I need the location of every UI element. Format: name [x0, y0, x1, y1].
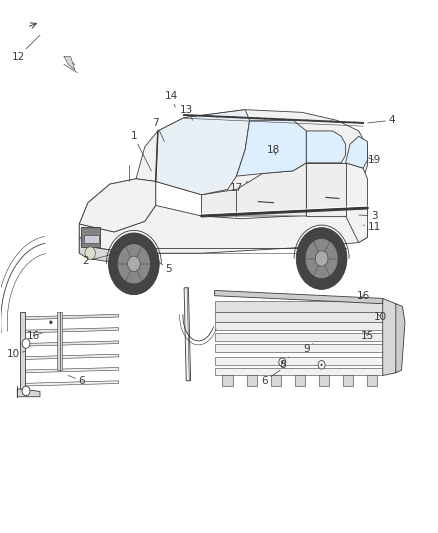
Polygon shape	[20, 341, 119, 346]
Text: 16: 16	[357, 290, 370, 301]
Circle shape	[22, 339, 30, 349]
Polygon shape	[306, 131, 346, 163]
Polygon shape	[184, 288, 191, 381]
Polygon shape	[20, 312, 25, 389]
Circle shape	[117, 244, 150, 284]
Text: 14: 14	[164, 91, 177, 107]
Circle shape	[109, 233, 159, 295]
Polygon shape	[383, 298, 399, 375]
Polygon shape	[79, 179, 155, 232]
Text: 11: 11	[363, 222, 381, 232]
Circle shape	[305, 238, 338, 279]
Text: 13: 13	[180, 104, 193, 120]
Polygon shape	[215, 344, 383, 352]
Polygon shape	[346, 163, 367, 243]
Polygon shape	[60, 312, 62, 370]
Polygon shape	[79, 179, 155, 253]
Circle shape	[127, 256, 140, 271]
Polygon shape	[20, 354, 119, 360]
Polygon shape	[136, 110, 367, 195]
Text: 2: 2	[82, 253, 117, 266]
Text: 9: 9	[303, 344, 313, 354]
Polygon shape	[318, 375, 329, 386]
Polygon shape	[223, 375, 233, 386]
Text: 18: 18	[267, 144, 280, 155]
Text: 3: 3	[359, 211, 377, 221]
Polygon shape	[79, 205, 367, 253]
Polygon shape	[57, 312, 60, 370]
Text: 1: 1	[131, 131, 151, 171]
Text: 10: 10	[7, 349, 25, 359]
Text: 5: 5	[153, 259, 172, 274]
Polygon shape	[215, 290, 383, 304]
Polygon shape	[64, 56, 75, 70]
Polygon shape	[20, 368, 119, 373]
Polygon shape	[215, 301, 383, 312]
Text: 7: 7	[152, 118, 164, 142]
Circle shape	[279, 358, 286, 367]
Text: 16: 16	[27, 330, 42, 341]
Circle shape	[282, 361, 283, 364]
Polygon shape	[20, 328, 119, 333]
Text: 4: 4	[367, 115, 395, 125]
Polygon shape	[17, 389, 40, 397]
Text: 6: 6	[68, 375, 85, 386]
Polygon shape	[20, 314, 119, 320]
Circle shape	[85, 247, 95, 260]
Text: 6: 6	[261, 370, 280, 386]
Text: 8: 8	[279, 357, 289, 370]
Polygon shape	[343, 375, 353, 386]
Polygon shape	[201, 163, 306, 216]
Polygon shape	[346, 136, 367, 168]
Text: 19: 19	[367, 155, 381, 165]
Polygon shape	[20, 381, 119, 386]
Polygon shape	[215, 357, 383, 365]
Circle shape	[321, 364, 322, 366]
Text: 12: 12	[11, 35, 40, 61]
Polygon shape	[84, 235, 99, 243]
Circle shape	[296, 228, 347, 289]
Polygon shape	[215, 312, 383, 322]
Polygon shape	[306, 163, 346, 216]
Circle shape	[315, 251, 328, 266]
Text: 17: 17	[230, 181, 247, 193]
Polygon shape	[215, 322, 383, 330]
Circle shape	[49, 321, 52, 324]
Circle shape	[22, 386, 30, 395]
Polygon shape	[294, 375, 305, 386]
Polygon shape	[215, 368, 383, 375]
Polygon shape	[155, 110, 250, 195]
Circle shape	[318, 361, 325, 369]
Text: 10: 10	[374, 312, 387, 322]
Polygon shape	[215, 333, 383, 341]
Polygon shape	[79, 237, 132, 261]
Polygon shape	[367, 375, 377, 386]
Polygon shape	[396, 304, 405, 373]
Text: 15: 15	[361, 330, 374, 341]
Polygon shape	[237, 120, 306, 176]
Polygon shape	[271, 375, 281, 386]
Polygon shape	[247, 375, 257, 386]
FancyBboxPatch shape	[81, 227, 100, 247]
